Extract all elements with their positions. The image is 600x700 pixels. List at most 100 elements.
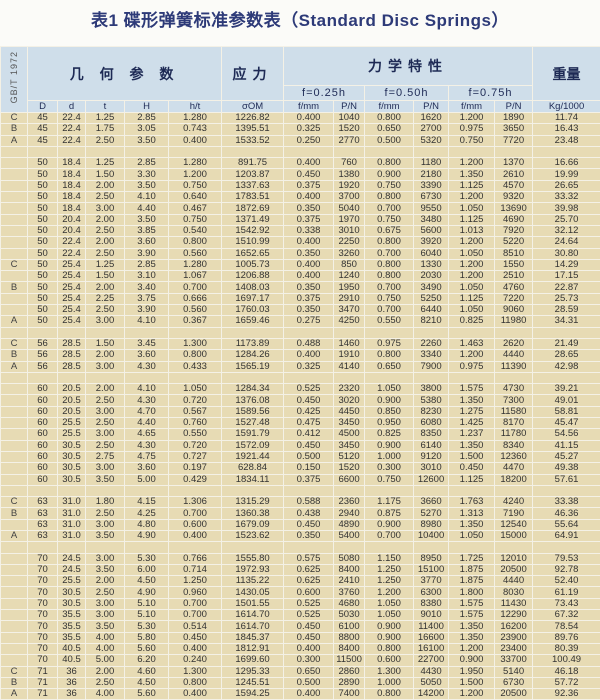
empty-cell [167, 541, 223, 554]
table-cell: 0.375 [283, 179, 335, 193]
table-cell: 5.10 [124, 597, 169, 611]
table-cell: 1337.63 [221, 179, 285, 193]
table-cell: 92.36 [532, 688, 600, 700]
column-header: P/N [413, 100, 450, 113]
table-cell: 4.25 [124, 507, 169, 520]
empty-cell [85, 541, 125, 554]
table-cell: 36 [57, 676, 86, 690]
table-cell: 20.4 [57, 213, 86, 226]
table-cell: 14.29 [532, 258, 600, 272]
table-cell: 1245.51 [221, 676, 285, 690]
empty-cell [448, 145, 496, 159]
deflection-025-header: f=0.25h [283, 85, 366, 101]
series-cell: A [0, 360, 28, 373]
table-row: 60 25.5 3.00 4.65 0.550 1591.79 0.412 4500 0.825… [0, 428, 600, 441]
table-cell: 70 [27, 552, 58, 565]
empty-cell [27, 145, 58, 159]
table-cell: 0.429 [167, 473, 223, 486]
group-separator-row [0, 484, 600, 498]
table-cell: 22.4 [57, 111, 86, 125]
table-cell: 1.350 [448, 439, 496, 452]
table-cell: 2.00 [85, 281, 125, 294]
series-cell: A [0, 529, 28, 543]
page-title: 表1 碟形弹簧标准参数表（Standard Disc Springs） [91, 11, 509, 30]
table-cell: 2.50 [85, 417, 125, 430]
series-cell [0, 270, 28, 283]
table-cell: 1697.17 [221, 292, 285, 306]
table-cell: 18.4 [57, 179, 86, 193]
table-cell: 1527.48 [221, 417, 285, 430]
table-cell: 0.900 [448, 654, 496, 667]
table-cell: 2.50 [85, 134, 125, 147]
table-cell: 70 [27, 631, 58, 644]
column-header: P/N [494, 100, 534, 113]
table-cell: 1.575 [448, 597, 496, 611]
table-cell: 0.450 [283, 394, 335, 407]
table-cell: 1.25 [85, 111, 125, 125]
table-cell: 0.550 [167, 428, 223, 441]
table-cell: 50 [27, 157, 58, 170]
table-cell: 3.00 [85, 597, 125, 611]
group-separator-row [0, 326, 600, 339]
table-cell: 60 [27, 450, 58, 464]
empty-cell [364, 371, 415, 385]
column-header: P/N [333, 100, 366, 113]
table-cell: 3450 [333, 439, 366, 452]
deflection-075-header: f=0.75h [448, 85, 534, 101]
table-cell: 8510 [494, 247, 534, 260]
table-cell: 0.588 [283, 496, 335, 509]
column-header: Kg/1000 [532, 100, 600, 113]
weight-header: 重量 [532, 46, 600, 101]
table-cell: 0.743 [167, 123, 223, 136]
table-cell: 0.450 [283, 631, 335, 644]
table-cell: 35.5 [57, 609, 86, 622]
table-cell: 63 [27, 529, 58, 543]
empty-cell [413, 145, 450, 159]
table-cell: 0.150 [283, 462, 335, 475]
table-cell: 1.150 [364, 552, 415, 565]
table-cell: 628.84 [221, 462, 285, 475]
empty-cell [413, 541, 450, 554]
empty-cell [167, 145, 223, 159]
table-cell: 1.80 [85, 496, 125, 509]
empty-cell [494, 326, 534, 339]
table-cell: 0.900 [364, 518, 415, 531]
table-cell: 63 [27, 507, 58, 520]
table-cell: 1.50 [85, 168, 125, 181]
table-cell: 3470 [333, 304, 366, 317]
series-cell [0, 428, 28, 441]
table-row: 70 40.5 5.00 6.20 0.240 1699.60 0.300 11500 0.60… [0, 654, 600, 667]
empty-cell [364, 541, 415, 554]
table-cell: 50 [27, 191, 58, 204]
table-cell: 1460 [333, 337, 366, 351]
table-cell: 1950 [333, 281, 366, 294]
empty-cell [0, 145, 28, 159]
table-cell: 24.5 [57, 563, 86, 577]
table-cell: 3.50 [85, 473, 125, 486]
table-cell: 18.4 [57, 202, 86, 215]
table-cell: 25.5 [57, 575, 86, 588]
table-cell: 0.350 [283, 304, 335, 317]
table-cell: 63 [27, 518, 58, 531]
table-cell: 0.700 [364, 202, 415, 215]
table-cell: 30.5 [57, 586, 86, 599]
table-cell: 7220 [494, 292, 534, 306]
table-cell: 1.425 [448, 417, 496, 430]
table-row: 60 30.5 2.75 4.75 0.727 1921.44 0.500 5120 1.000… [0, 450, 600, 464]
table-cell: 3700 [333, 191, 366, 204]
table-cell: 2910 [333, 292, 366, 306]
table-cell: 60 [27, 462, 58, 475]
table-cell: 60 [27, 417, 58, 430]
table-cell: 1203.87 [221, 168, 285, 181]
table-cell: 11400 [413, 620, 450, 633]
table-cell: 0.800 [364, 157, 415, 170]
table-cell: 36 [57, 688, 86, 700]
series-cell [0, 450, 28, 464]
empty-cell [57, 371, 86, 385]
table-cell: 5.00 [85, 654, 125, 667]
series-cell [0, 168, 28, 181]
table-cell: 2.50 [85, 586, 125, 599]
table-cell: 31.0 [57, 496, 86, 509]
table-cell: 8340 [494, 439, 534, 452]
series-cell [0, 304, 28, 317]
